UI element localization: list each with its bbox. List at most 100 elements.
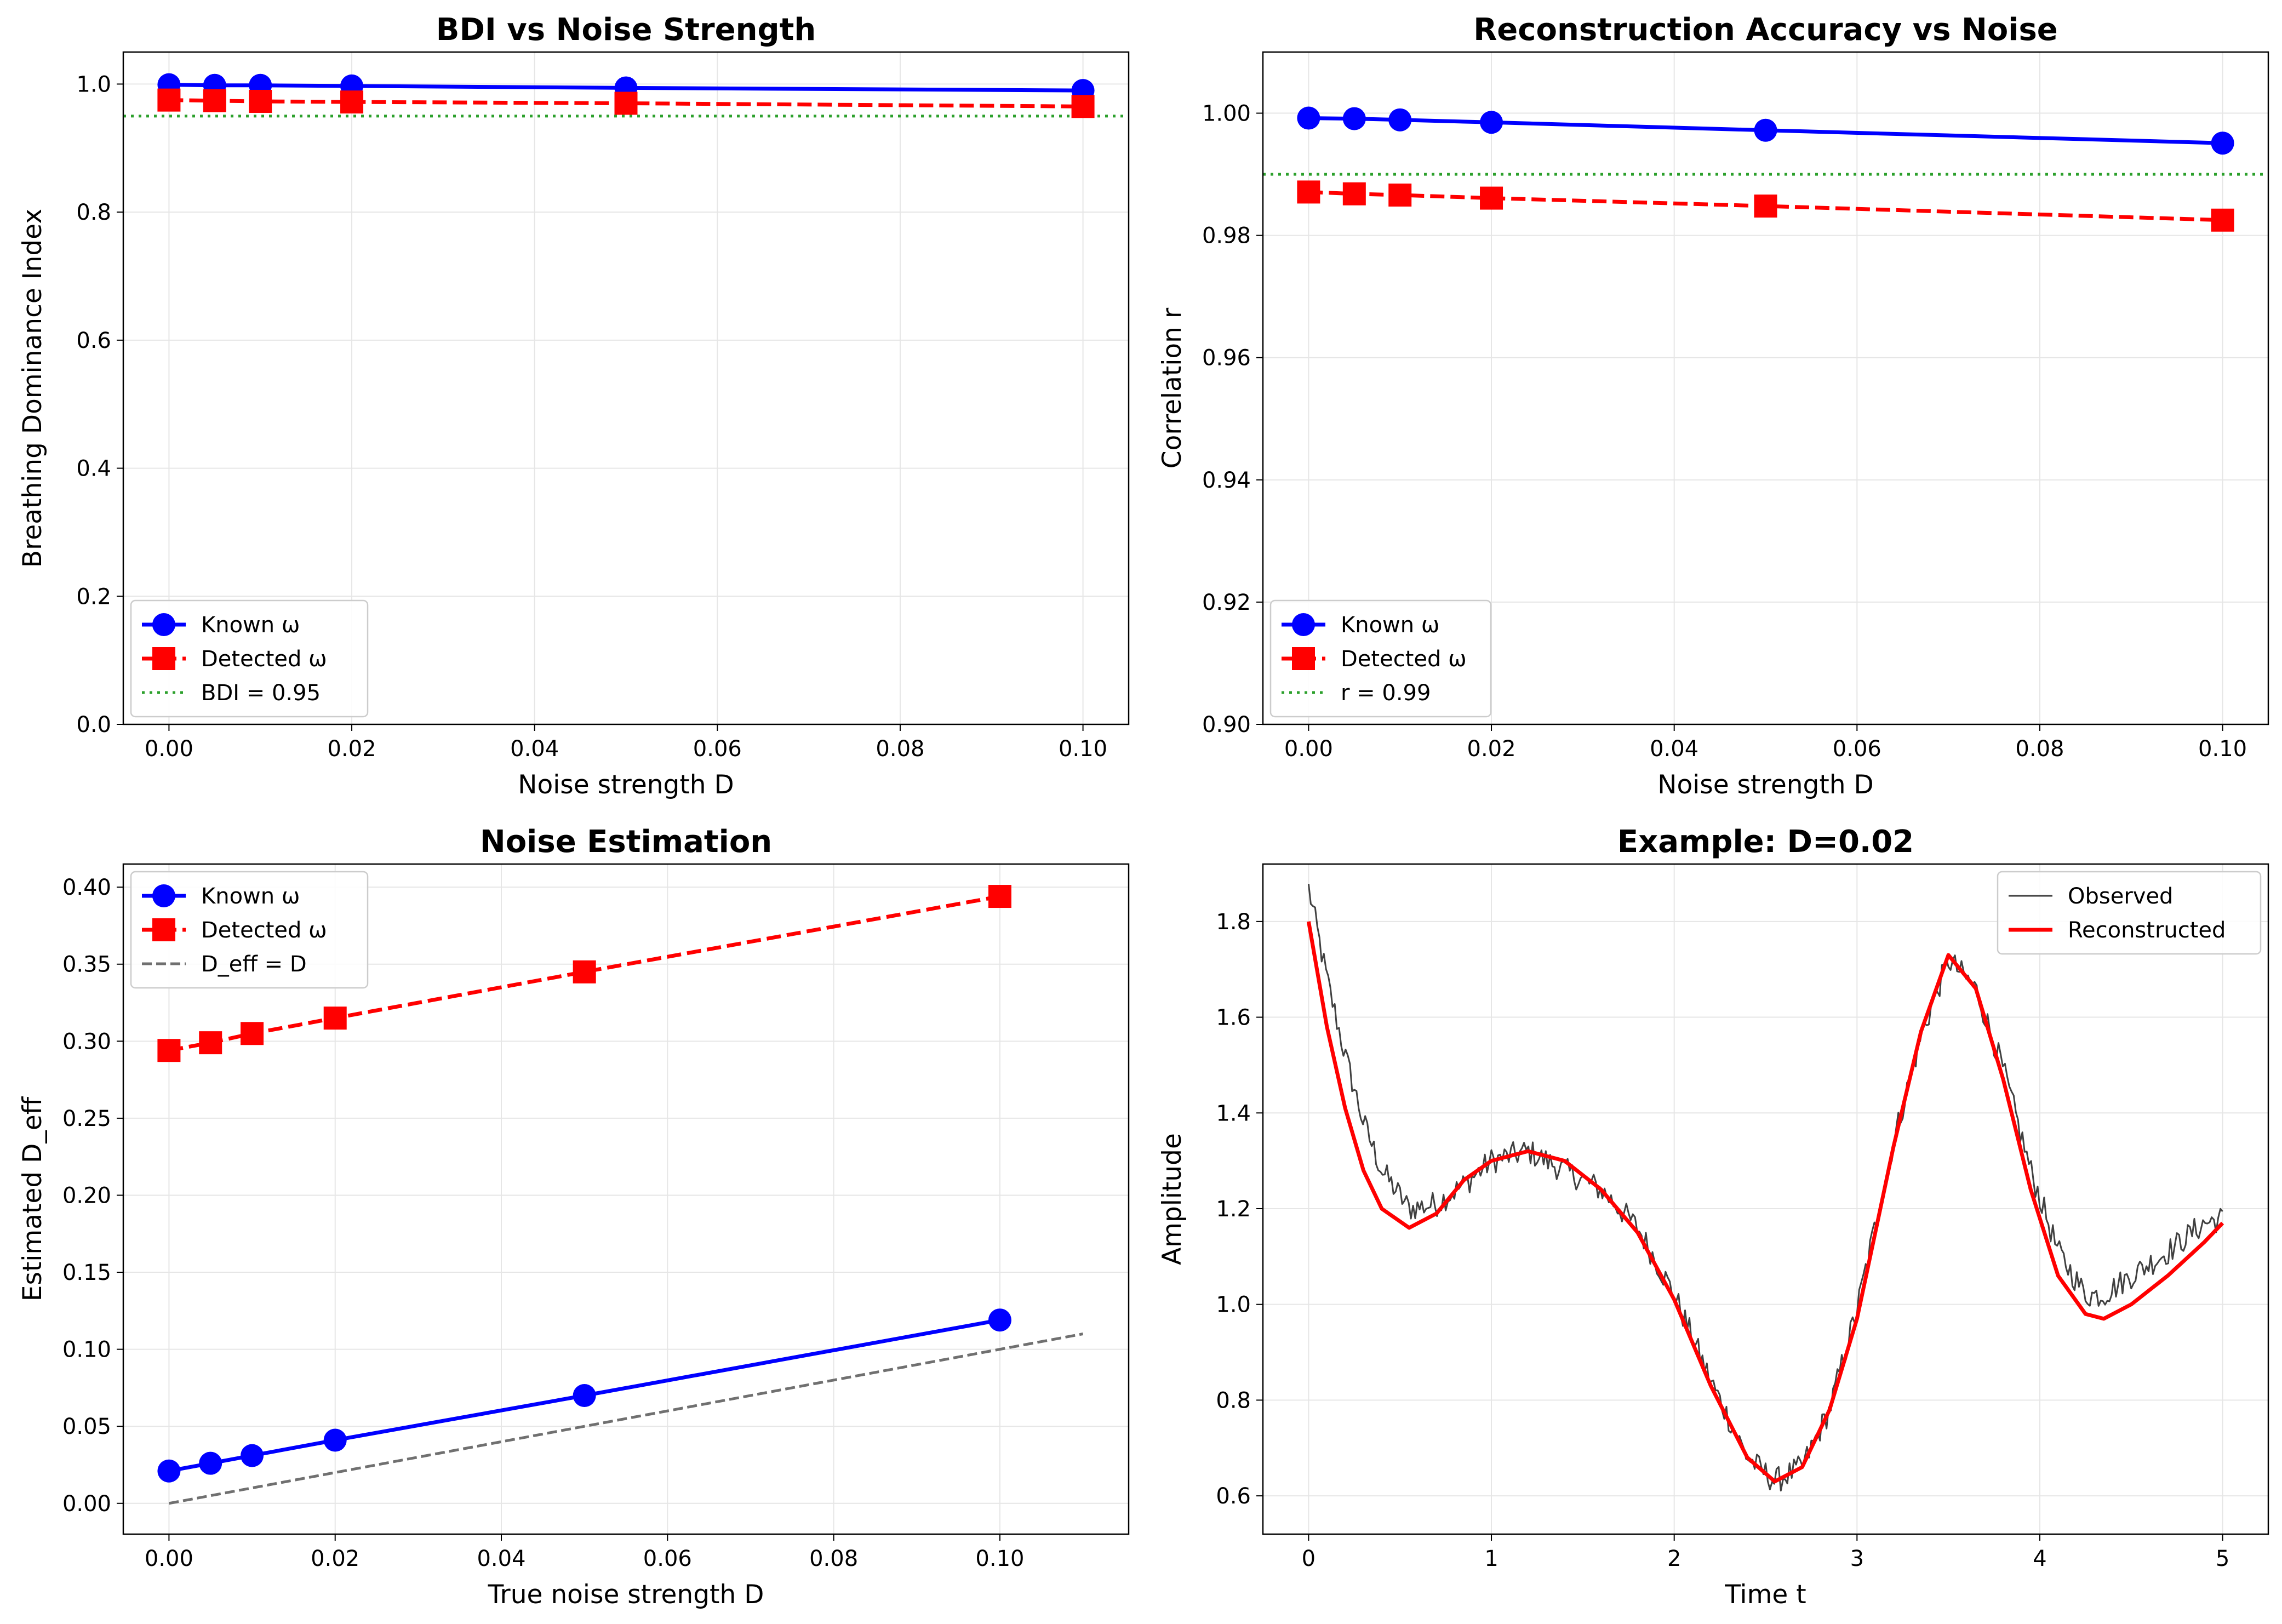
panel-example-timeseries: 0 1 2 3 4 5 0.6 0.8 1.0 1.2 1.4 1.6 1.8 Example: D=0.… xyxy=(1157,824,2269,1610)
p2-series-line-d-eff-d xyxy=(168,1333,1084,1505)
p0-legend-marker-detected xyxy=(152,647,175,670)
p2-point-detected-0 xyxy=(157,1039,181,1062)
p0-x-axis-label: Noise strength D xyxy=(518,770,734,800)
p2-ytick-label-7: 0.35 xyxy=(62,952,111,977)
p2-xtick-label-3: 0.06 xyxy=(643,1546,692,1571)
p2-xtick-label-2: 0.04 xyxy=(477,1546,525,1571)
p0-ytick-label-1: 0.2 xyxy=(76,584,111,609)
p0-point-detected-2 xyxy=(249,89,272,113)
p3-xtick-label-1: 1 xyxy=(1484,1546,1498,1571)
p1-point-detected-3 xyxy=(1480,186,1503,210)
p2-ytick-label-5: 0.25 xyxy=(62,1106,111,1131)
p2-chart-title: Noise Estimation xyxy=(480,824,772,860)
p0-ytick-label-5: 1.0 xyxy=(76,72,111,97)
p2-point-detected-4 xyxy=(573,960,596,983)
p2-ytick-label-2: 0.10 xyxy=(62,1337,111,1363)
p1-y-axis-label: Correlation r xyxy=(1157,307,1187,468)
p3-y-axis-label: Amplitude xyxy=(1157,1133,1187,1265)
p2-point-detected-3 xyxy=(323,1007,347,1030)
p2-ytick-label-3: 0.15 xyxy=(62,1260,111,1285)
p2-legend-marker-known xyxy=(152,884,175,907)
p2-y-axis-label: Estimated D_eff xyxy=(18,1096,48,1301)
p3-xtick-label-2: 2 xyxy=(1667,1546,1681,1571)
p0-xtick-label-3: 0.06 xyxy=(693,736,742,762)
p3-xtick-label-4: 4 xyxy=(2033,1546,2046,1571)
panel-bdi-vs-noise: 0.00 0.02 0.04 0.06 0.08 0.10 0.0 0.2 0.4 0.6 0.8 1… xyxy=(18,12,1130,800)
p0-legend-marker-known xyxy=(152,613,175,636)
p2-legend-label-detected: Detected ω xyxy=(201,918,327,943)
p1-legend: Known ω Detected ω r = 0.99 xyxy=(1269,599,1492,718)
p1-point-known-4 xyxy=(1754,118,1777,142)
p0-ytick-label-0: 0.0 xyxy=(76,712,111,737)
p2-legend: Known ω Detected ω D_eff = D xyxy=(130,871,369,989)
p1-ytick-label-3: 0.96 xyxy=(1202,346,1251,371)
p3-xtick-label-3: 3 xyxy=(1850,1546,1864,1571)
p1-legend-marker-detected xyxy=(1292,647,1315,670)
p3-legend: Observed Reconstructed xyxy=(1997,871,2262,955)
p3-axes-frame xyxy=(1262,863,2269,1535)
p1-ytick-label-1: 0.92 xyxy=(1202,590,1251,615)
p0-y-axis-label: Breathing Dominance Index xyxy=(18,209,48,568)
p3-ytick-label-4: 1.4 xyxy=(1216,1101,1251,1126)
p1-x-axis-label: Noise strength D xyxy=(1657,770,1873,800)
p1-xtick-label-5: 0.10 xyxy=(2198,736,2247,762)
p2-point-known-0 xyxy=(157,1459,181,1483)
p1-xtick-label-1: 0.02 xyxy=(1467,736,1516,762)
p3-ytick-label-6: 1.8 xyxy=(1216,910,1251,935)
p0-point-detected-5 xyxy=(1071,95,1095,118)
p2-ytick-label-8: 0.40 xyxy=(62,875,111,900)
p2-point-known-4 xyxy=(573,1383,596,1407)
p1-point-known-5 xyxy=(2211,131,2234,155)
p2-point-detected-1 xyxy=(199,1031,222,1055)
p2-legend-label-known: Known ω xyxy=(201,884,300,909)
p0-point-detected-3 xyxy=(340,90,364,114)
p2-point-known-2 xyxy=(241,1444,264,1467)
p1-legend-box xyxy=(1269,599,1492,718)
p3-ytick-label-3: 1.2 xyxy=(1216,1197,1251,1222)
p2-legend-box xyxy=(130,871,369,989)
p1-point-known-0 xyxy=(1297,106,1320,130)
p1-axes-frame xyxy=(1262,51,2269,725)
p1-point-known-3 xyxy=(1480,111,1503,134)
p1-chart-title: Reconstruction Accuracy vs Noise xyxy=(1473,12,2058,48)
p1-ytick-label-2: 0.94 xyxy=(1202,468,1251,493)
p2-point-detected-5 xyxy=(988,885,1011,908)
p3-series-line-reconstructed xyxy=(1306,921,2224,1484)
panel-reconstruction-accuracy: 0.00 0.02 0.04 0.06 0.08 0.10 0.90 0.92 0.94 0.96… xyxy=(1157,12,2269,800)
p0-point-detected-0 xyxy=(157,88,181,112)
p2-legend-label-d-eff-d: D_eff = D xyxy=(201,952,307,977)
p3-ytick-label-0: 0.6 xyxy=(1216,1484,1251,1509)
p2-point-detected-2 xyxy=(241,1022,264,1045)
p0-legend-label-detected: Detected ω xyxy=(201,647,327,672)
p2-series-line-detected xyxy=(168,894,1000,1053)
p1-xtick-label-0: 0.00 xyxy=(1284,736,1333,762)
p0-ytick-label-3: 0.6 xyxy=(76,328,111,353)
p1-point-detected-2 xyxy=(1388,184,1412,207)
p1-ytick-label-4: 0.98 xyxy=(1202,224,1251,249)
p0-xtick-label-0: 0.00 xyxy=(145,736,193,762)
p2-point-known-1 xyxy=(199,1451,222,1475)
p3-chart-title: Example: D=0.02 xyxy=(1617,824,1914,860)
p0-point-detected-4 xyxy=(614,92,638,115)
p3-legend-label-reconstructed: Reconstructed xyxy=(2068,918,2226,943)
p0-series-line-detected xyxy=(169,98,1083,108)
p3-ytick-label-1: 0.8 xyxy=(1216,1388,1251,1413)
p1-point-known-2 xyxy=(1388,108,1412,131)
p3-ytick-label-2: 1.0 xyxy=(1216,1293,1251,1318)
p1-point-known-1 xyxy=(1342,107,1366,130)
p2-legend-marker-detected xyxy=(152,918,175,941)
p0-legend: Known ω Detected ω BDI = 0.95 xyxy=(130,599,369,718)
p0-xtick-label-1: 0.02 xyxy=(328,736,376,762)
p1-xtick-label-2: 0.04 xyxy=(1650,736,1698,762)
p2-ytick-label-0: 0.00 xyxy=(62,1491,111,1517)
p2-axes-frame xyxy=(122,863,1130,1535)
p0-legend-label-known: Known ω xyxy=(201,613,300,638)
p2-ytick-label-1: 0.05 xyxy=(62,1414,111,1439)
p3-ytick-label-5: 1.6 xyxy=(1216,1005,1251,1031)
p2-point-known-3 xyxy=(323,1428,347,1452)
p2-xtick-label-4: 0.08 xyxy=(809,1546,858,1571)
p1-legend-label-known: Known ω xyxy=(1341,613,1439,638)
p0-legend-label-bdi-0-95: BDI = 0.95 xyxy=(201,681,321,706)
p2-x-axis-label: True noise strength D xyxy=(488,1580,764,1610)
